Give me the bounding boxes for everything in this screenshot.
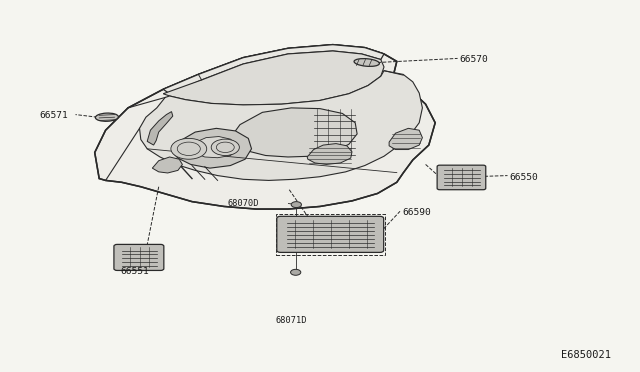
Polygon shape <box>191 137 237 158</box>
Ellipse shape <box>95 113 118 121</box>
Polygon shape <box>307 144 352 164</box>
Polygon shape <box>95 45 435 209</box>
Circle shape <box>211 139 239 155</box>
Circle shape <box>291 269 301 275</box>
Ellipse shape <box>354 59 380 66</box>
FancyBboxPatch shape <box>437 165 486 190</box>
Circle shape <box>291 202 301 208</box>
Text: 66571: 66571 <box>40 111 68 120</box>
Text: 66590: 66590 <box>402 208 431 217</box>
Polygon shape <box>140 71 422 180</box>
Text: 68070D: 68070D <box>227 199 259 208</box>
Text: 66551: 66551 <box>120 267 149 276</box>
Polygon shape <box>227 108 357 157</box>
Polygon shape <box>152 157 182 173</box>
Text: 68071D: 68071D <box>275 316 307 325</box>
Polygon shape <box>389 128 422 150</box>
Polygon shape <box>163 51 384 105</box>
FancyBboxPatch shape <box>114 244 164 270</box>
Text: 66570: 66570 <box>460 55 488 64</box>
FancyBboxPatch shape <box>277 217 384 252</box>
Polygon shape <box>147 112 173 145</box>
Polygon shape <box>173 128 252 168</box>
Polygon shape <box>163 45 384 94</box>
Text: E6850021: E6850021 <box>561 350 611 360</box>
Text: 66550: 66550 <box>509 173 538 182</box>
Circle shape <box>171 138 207 159</box>
